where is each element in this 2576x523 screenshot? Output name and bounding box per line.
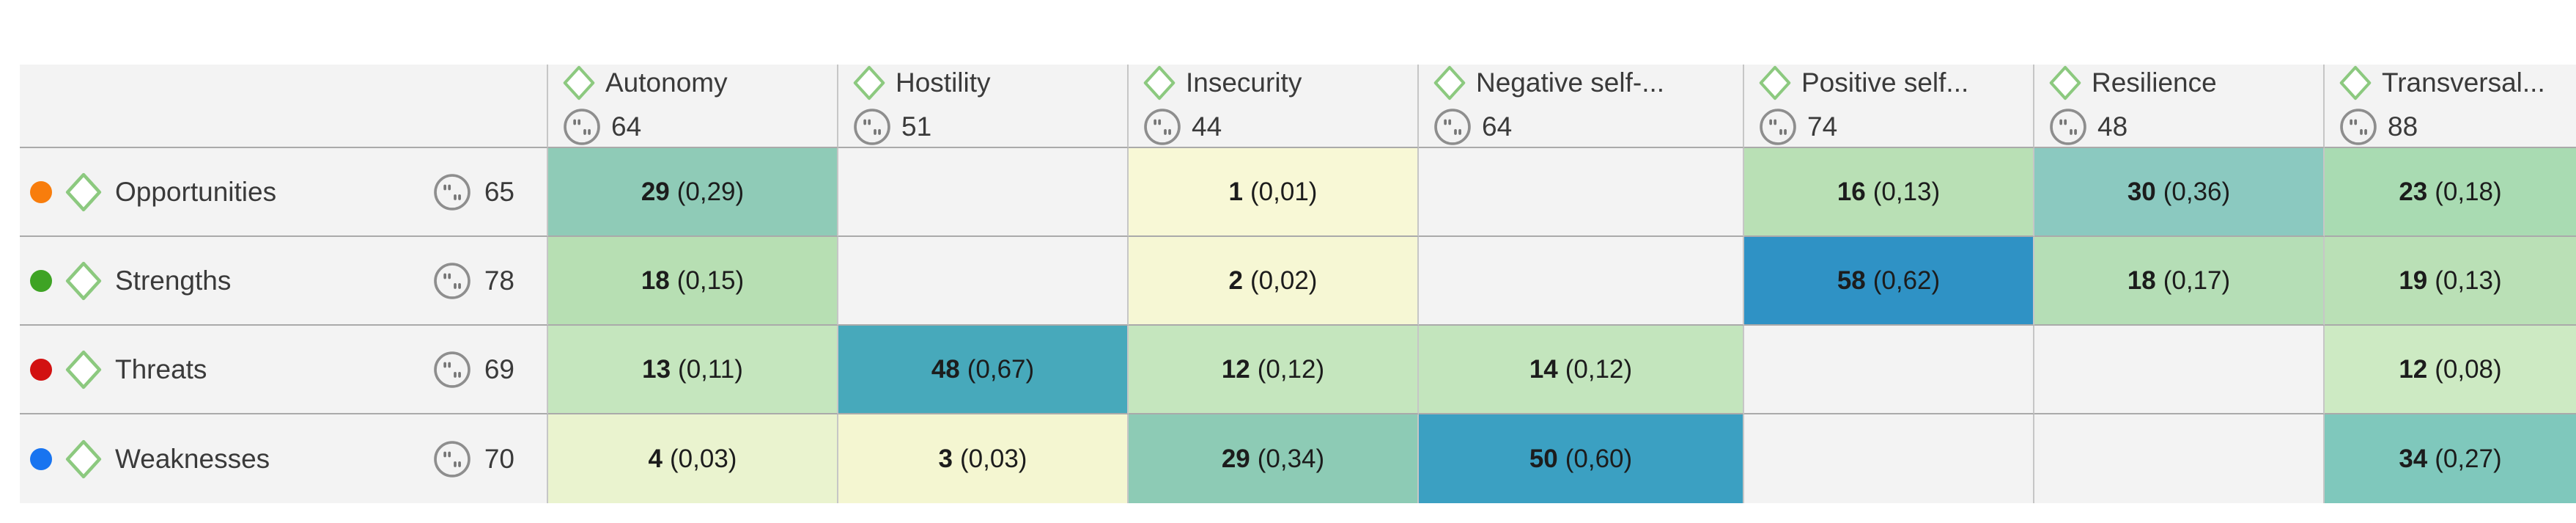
coded-segments-icon	[433, 173, 471, 211]
code-diamond-icon	[1143, 65, 1176, 100]
matrix-cell[interactable]: 18 (0,17)	[2034, 237, 2325, 326]
matrix-cell[interactable]	[838, 237, 1129, 326]
column-count: 44	[1192, 111, 1222, 142]
row-label: Opportunities	[115, 176, 277, 207]
code-diamond-icon	[2339, 65, 2372, 100]
matrix-cell[interactable]: 19 (0,13)	[2325, 237, 2576, 326]
column-count: 48	[2097, 111, 2128, 142]
coded-segments-icon	[433, 440, 471, 478]
matrix-cell[interactable]	[1744, 326, 2034, 414]
code-diamond-icon	[65, 350, 102, 389]
code-diamond-icon	[1433, 65, 1466, 100]
coded-segments-icon	[563, 108, 601, 146]
column-count: 64	[611, 111, 642, 142]
coded-segments-icon	[433, 351, 471, 389]
matrix-cell[interactable]: 29 (0,34)	[1129, 414, 1419, 503]
row-label: Strengths	[115, 265, 232, 296]
row-header-weaknesses[interactable]: Weaknesses 70	[20, 414, 548, 503]
column-label: Resilience	[2092, 67, 2217, 98]
matrix-cell[interactable]: 30 (0,36)	[2034, 148, 2325, 237]
matrix-cell[interactable]	[2034, 414, 2325, 503]
matrix-cell[interactable]: 1 (0,01)	[1129, 148, 1419, 237]
matrix-cell[interactable]	[838, 148, 1129, 237]
corner-cell	[20, 65, 548, 148]
code-matrix-table: Autonomy 64 Hostility 51 Insecurity 44 N…	[20, 65, 2576, 503]
code-diamond-icon	[563, 65, 595, 100]
coded-segments-icon	[2049, 108, 2087, 146]
column-count: 51	[901, 111, 932, 142]
matrix-cell[interactable]: 2 (0,02)	[1129, 237, 1419, 326]
coded-segments-icon	[1143, 108, 1181, 146]
row-header-opportunities[interactable]: Opportunities 65	[20, 148, 548, 237]
column-label: Negative self-...	[1476, 67, 1665, 98]
row-header-threats[interactable]: Threats 69	[20, 326, 548, 414]
row-label: Weaknesses	[115, 443, 270, 474]
row-label: Threats	[115, 354, 207, 384]
row-count: 65	[484, 176, 514, 207]
coded-segments-icon	[1433, 108, 1472, 146]
code-diamond-icon	[65, 172, 102, 212]
code-color-dot	[30, 447, 52, 470]
code-color-dot	[30, 269, 52, 292]
matrix-cell[interactable]	[1419, 148, 1744, 237]
column-label: Autonomy	[605, 67, 728, 98]
column-header-resilience[interactable]: Resilience 48	[2034, 65, 2325, 148]
code-color-dot	[30, 358, 52, 381]
column-count: 88	[2388, 111, 2418, 142]
column-header-insecurity[interactable]: Insecurity 44	[1129, 65, 1419, 148]
code-diamond-icon	[65, 439, 102, 479]
coded-segments-icon	[433, 262, 471, 300]
code-diamond-icon	[1759, 65, 1791, 100]
matrix-cell[interactable]	[2034, 326, 2325, 414]
matrix-cell[interactable]: 4 (0,03)	[548, 414, 838, 503]
column-label: Hostility	[896, 67, 991, 98]
matrix-cell[interactable]: 58 (0,62)	[1744, 237, 2034, 326]
row-count: 70	[484, 443, 514, 474]
code-diamond-icon	[2049, 65, 2081, 100]
column-count: 64	[1482, 111, 1513, 142]
column-header-transversal[interactable]: Transversal... 88	[2325, 65, 2576, 148]
coded-segments-icon	[853, 108, 891, 146]
matrix-cell[interactable]: 14 (0,12)	[1419, 326, 1744, 414]
matrix-cell[interactable]: 34 (0,27)	[2325, 414, 2576, 503]
column-label: Transversal...	[2382, 67, 2545, 98]
matrix-cell[interactable]	[1744, 414, 2034, 503]
coded-segments-icon	[2339, 108, 2377, 146]
matrix-cell[interactable]: 3 (0,03)	[838, 414, 1129, 503]
row-count: 78	[484, 265, 514, 296]
column-header-hostility[interactable]: Hostility 51	[838, 65, 1129, 148]
coded-segments-icon	[1759, 108, 1797, 146]
matrix-cell[interactable]: 12 (0,12)	[1129, 326, 1419, 414]
code-color-dot	[30, 180, 52, 203]
row-count: 69	[484, 354, 514, 384]
code-diamond-icon	[853, 65, 885, 100]
column-count: 74	[1807, 111, 1838, 142]
matrix-cell[interactable]: 12 (0,08)	[2325, 326, 2576, 414]
column-label: Insecurity	[1186, 67, 1302, 98]
column-header-autonomy[interactable]: Autonomy 64	[548, 65, 838, 148]
matrix-cell[interactable]: 29 (0,29)	[548, 148, 838, 237]
code-diamond-icon	[65, 261, 102, 301]
matrix-cell[interactable]: 50 (0,60)	[1419, 414, 1744, 503]
matrix-cell[interactable]: 13 (0,11)	[548, 326, 838, 414]
column-header-positive-self[interactable]: Positive self... 74	[1744, 65, 2034, 148]
matrix-cell[interactable]: 23 (0,18)	[2325, 148, 2576, 237]
column-header-negative-self[interactable]: Negative self-... 64	[1419, 65, 1744, 148]
row-header-strengths[interactable]: Strengths 78	[20, 237, 548, 326]
matrix-cell[interactable]: 18 (0,15)	[548, 237, 838, 326]
matrix-cell[interactable]	[1419, 237, 1744, 326]
matrix-cell[interactable]: 16 (0,13)	[1744, 148, 2034, 237]
column-label: Positive self...	[1801, 67, 1969, 98]
matrix-cell[interactable]: 48 (0,67)	[838, 326, 1129, 414]
